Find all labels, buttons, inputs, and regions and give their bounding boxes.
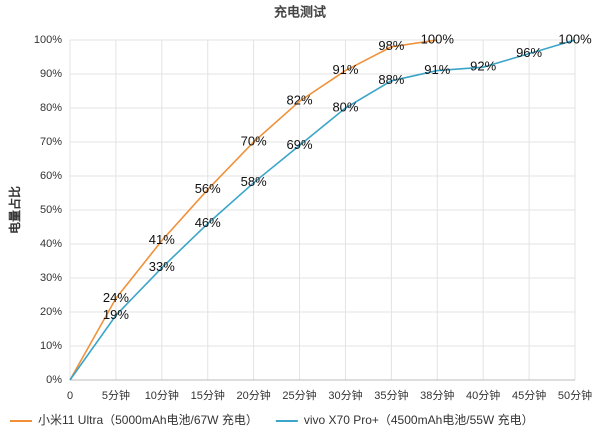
data-label: 69% [287, 137, 313, 152]
x-tick-label: 10分钟 [145, 388, 179, 402]
y-tick-label: 100% [34, 34, 62, 46]
data-label: 98% [378, 38, 404, 53]
y-tick-label: 60% [40, 170, 62, 182]
data-label: 46% [195, 215, 221, 230]
data-line [69, 39, 576, 381]
y-tick-label: 90% [40, 68, 62, 80]
data-label: 56% [195, 181, 221, 196]
data-label: 33% [149, 259, 175, 274]
x-tick-label: 30分钟 [328, 388, 362, 402]
x-tick-label: 38分钟 [420, 388, 454, 402]
y-tick-label: 0% [46, 374, 62, 386]
x-tick-label: 35分钟 [374, 388, 408, 402]
data-label: 96% [516, 45, 542, 60]
y-tick-label: 20% [40, 306, 62, 318]
data-label: 88% [378, 72, 404, 87]
data-label: 100% [421, 31, 455, 46]
data-label: 58% [241, 174, 267, 189]
chart-title: 充电测试 [274, 4, 326, 19]
legend-label: 小米11 Ultra（5000mAh电池/67W 充电） [38, 412, 258, 427]
data-label: 24% [103, 290, 129, 305]
legend-label: vivo X70 Pro+（4500mAh电池/55W 充电） [304, 412, 534, 427]
data-label: 92% [470, 59, 496, 74]
data-line [69, 39, 438, 381]
x-tick-label: 5分钟 [102, 388, 130, 402]
y-tick-label: 50% [40, 204, 62, 216]
y-tick-label: 30% [40, 272, 62, 284]
y-tick-label: 10% [40, 340, 62, 352]
x-tick-label: 25分钟 [282, 388, 316, 402]
x-tick-label: 50分钟 [558, 388, 592, 402]
y-tick-label: 70% [40, 136, 62, 148]
x-tick-label: 15分钟 [191, 388, 225, 402]
data-label: 91% [332, 62, 358, 77]
data-label: 82% [287, 93, 313, 108]
x-tick-label: 40分钟 [466, 388, 500, 402]
x-tick-label: 45分钟 [512, 388, 546, 402]
y-tick-label: 80% [40, 102, 62, 114]
data-label: 70% [241, 133, 267, 148]
data-label: 91% [424, 62, 450, 77]
y-tick-label: 40% [40, 238, 62, 250]
x-tick-label: 20分钟 [237, 388, 271, 402]
data-label: 100% [558, 31, 592, 46]
y-axis-label: 电量占比 [7, 186, 22, 234]
x-tick-label: 0 [67, 390, 73, 402]
data-label: 80% [332, 99, 358, 114]
data-label: 41% [149, 232, 175, 247]
data-label: 19% [103, 307, 129, 322]
